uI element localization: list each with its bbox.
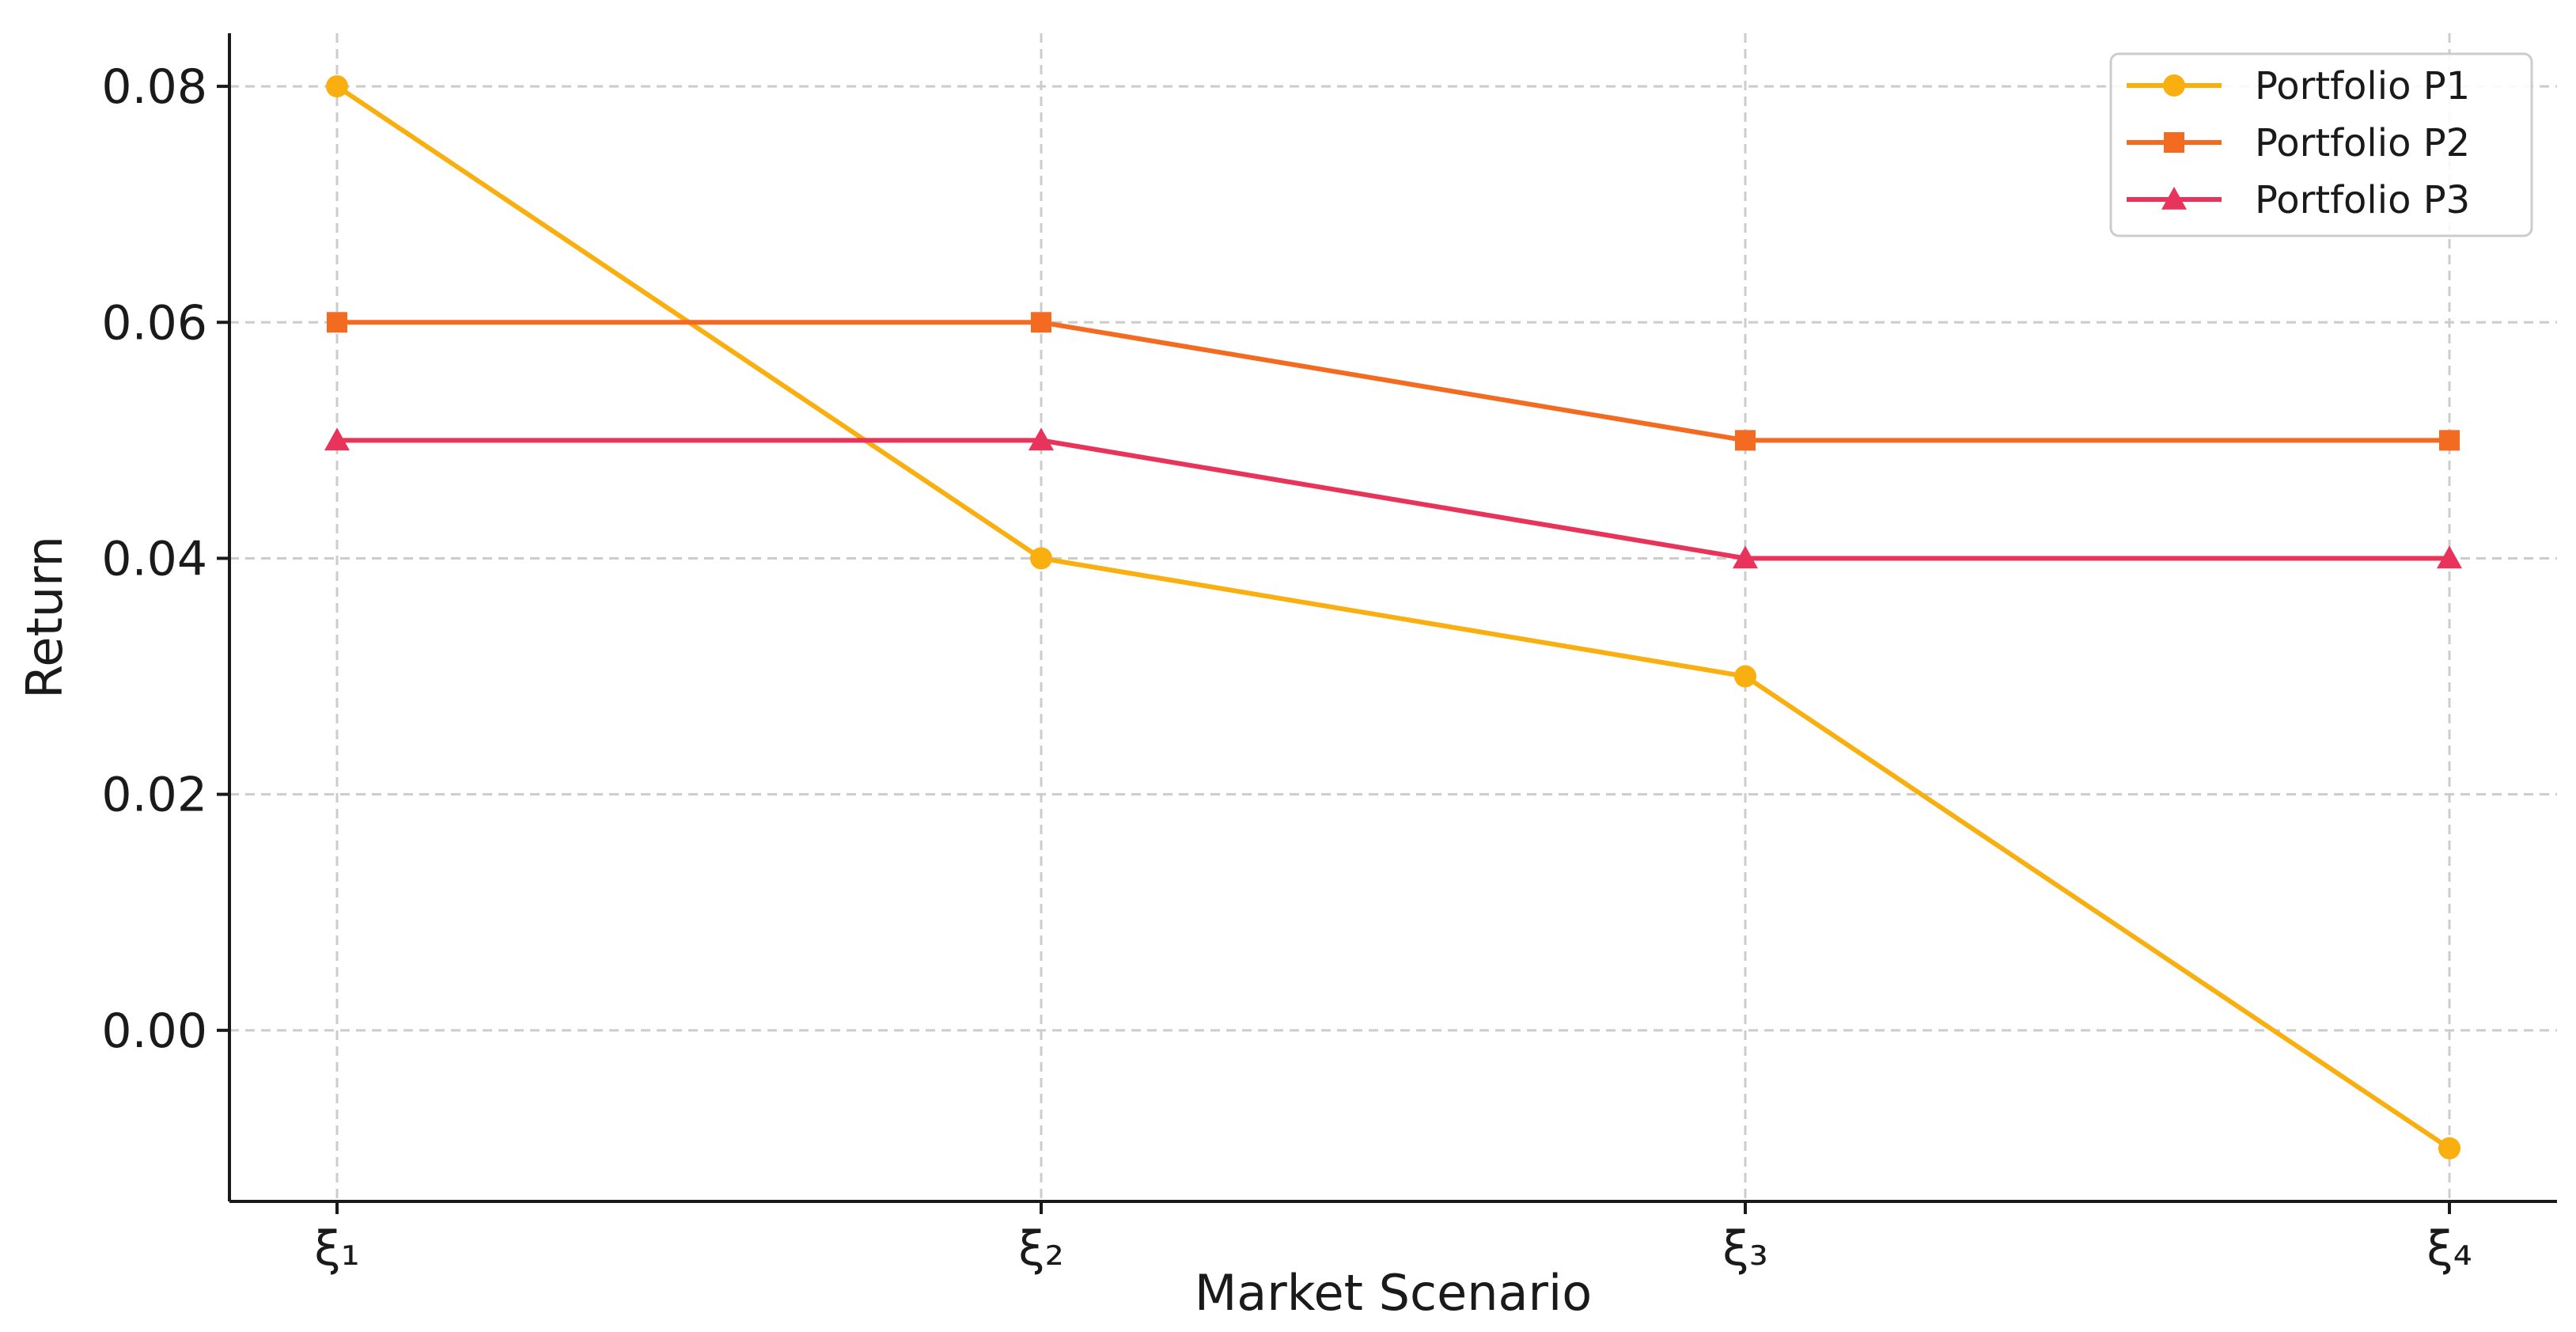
series-line <box>335 84 2451 1151</box>
series-line <box>337 320 2449 443</box>
legend-swatch-marker <box>2161 187 2187 210</box>
legend-entry: Portfolio P1 <box>2127 64 2470 108</box>
data-point <box>326 75 348 98</box>
x-axis-title: Market Scenario <box>1195 1264 1592 1322</box>
y-tick-label: 0.04 <box>101 531 207 586</box>
data-point <box>1733 545 1758 569</box>
y-tick-label: 0.00 <box>101 1004 207 1059</box>
legend-entry: Portfolio P3 <box>2127 178 2470 222</box>
x-tick-label: ξ₄ <box>2426 1221 2472 1277</box>
legend-frame <box>2109 52 2533 237</box>
data-point <box>2439 430 2460 451</box>
series-1 <box>326 75 2460 1159</box>
x-tick-label: ξ₁ <box>314 1221 360 1277</box>
series-2 <box>327 312 2460 451</box>
y-axis-title: Return <box>16 536 74 699</box>
legend-entry: Portfolio P2 <box>2127 121 2470 165</box>
series <box>324 75 2462 1159</box>
data-point <box>2438 1137 2460 1159</box>
data-point <box>1030 547 1052 570</box>
legend-swatch-marker <box>2164 132 2184 153</box>
x-tick-label: ξ₂ <box>1018 1221 1064 1277</box>
y-ticks: 0.00 0.02 0.04 0.06 0.08 <box>101 59 229 1059</box>
data-point <box>324 427 350 451</box>
x-ticks: ξ₁ ξ₂ ξ₃ ξ₄ <box>314 1201 2472 1277</box>
x-tick-label: ξ₃ <box>1722 1221 1768 1277</box>
data-point <box>1735 430 1756 451</box>
series-line <box>337 438 2449 561</box>
y-tick-label: 0.08 <box>101 59 207 115</box>
data-point <box>2437 545 2462 569</box>
legend: Portfolio P1 Portfolio P2 Portfolio P3 <box>2109 52 2533 237</box>
data-point <box>1734 665 1756 688</box>
y-tick-label: 0.02 <box>101 768 207 823</box>
y-tick-label: 0.06 <box>101 295 207 351</box>
legend-label: Portfolio P2 <box>2255 121 2470 165</box>
data-point <box>327 312 347 333</box>
axes <box>228 33 2557 1203</box>
data-point <box>1031 312 1051 333</box>
data-point <box>1029 427 1054 451</box>
legend-label: Portfolio P3 <box>2255 178 2470 222</box>
legend-swatch-marker <box>2163 74 2185 97</box>
legend-label: Portfolio P1 <box>2255 64 2470 108</box>
series-3 <box>324 427 2462 569</box>
